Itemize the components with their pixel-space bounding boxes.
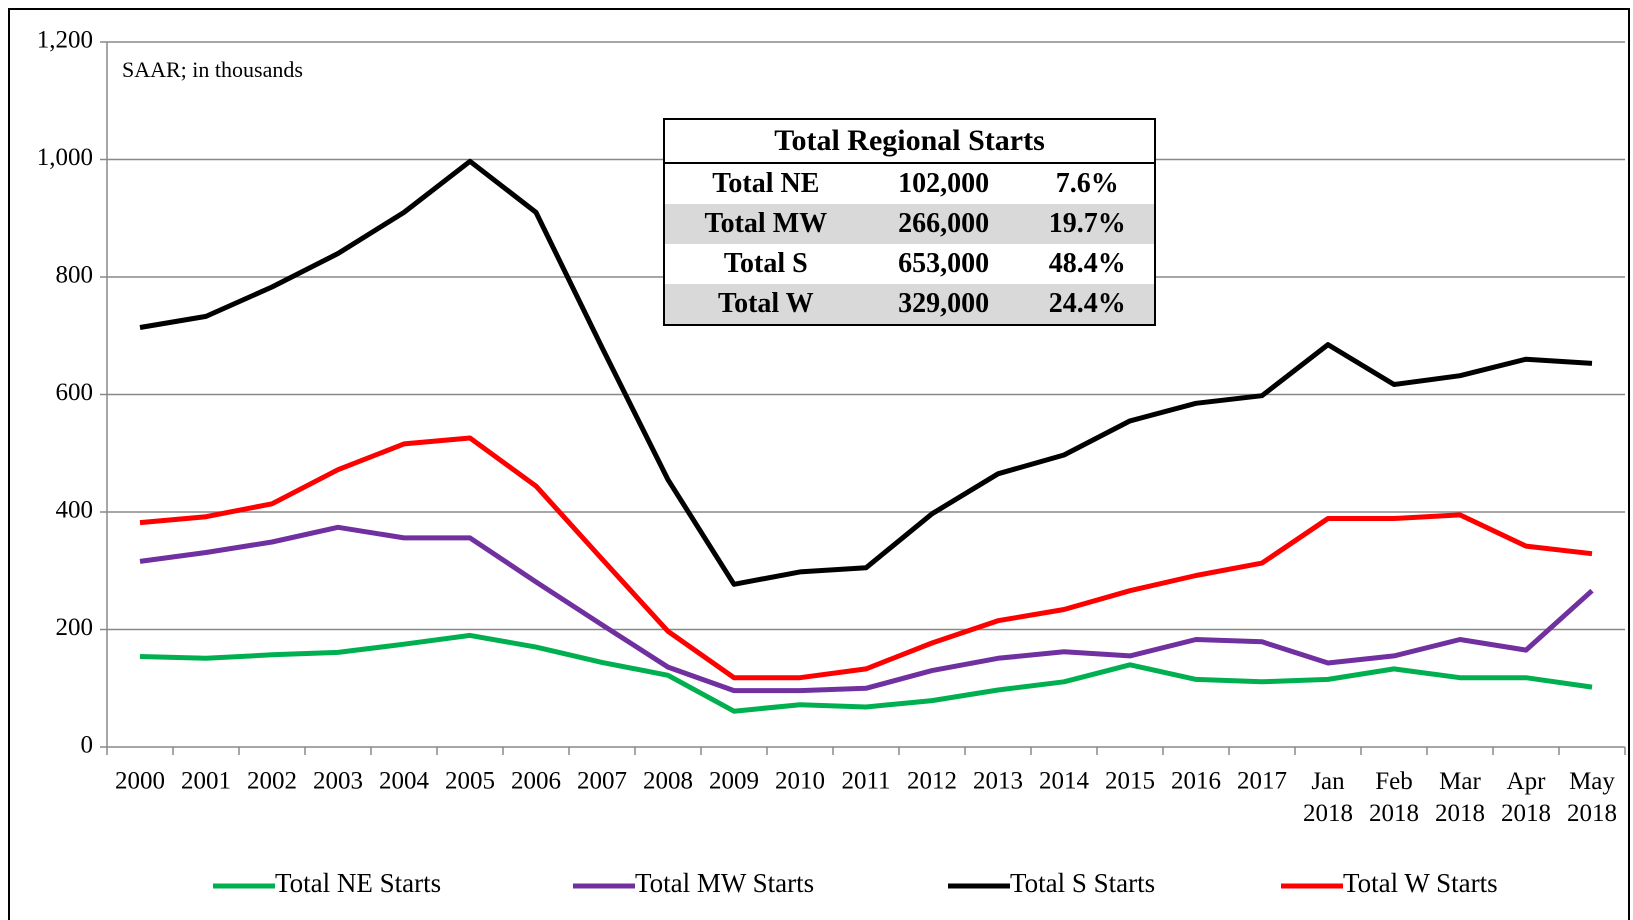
x-tick-label: 2009	[709, 768, 759, 795]
table-cell: Total W	[664, 284, 867, 325]
table-row: Total MW 266,000 19.7%	[664, 204, 1155, 244]
series-line	[139, 435, 1593, 681]
x-tick-label: 2013	[973, 768, 1023, 795]
annotation: SAAR; in thousands	[122, 57, 303, 82]
x-tick-label: 2007	[577, 768, 627, 795]
x-tick-label: 2012	[907, 768, 957, 795]
series-line	[139, 632, 1593, 714]
y-tick-label: 600	[56, 379, 94, 406]
x-tick-label: 2010	[775, 768, 825, 795]
legend-label: Total MW Starts	[635, 868, 814, 898]
table-title: Total Regional Starts	[664, 119, 1155, 164]
series-line	[139, 158, 1593, 587]
x-tick-label: Feb 2018	[1369, 768, 1419, 827]
summary-table: Total Regional Starts Total NE 102,000 7.6…	[663, 118, 1156, 326]
x-tick-label: May 2018	[1567, 768, 1617, 827]
x-tick-label: 2005	[445, 768, 495, 795]
table-cell: Total MW	[664, 204, 867, 244]
y-tick-label: 400	[56, 497, 94, 524]
legend-label: Total NE Starts	[275, 868, 441, 898]
table-row: Total NE 102,000 7.6%	[664, 163, 1155, 204]
table-row: Total W 329,000 24.4%	[664, 284, 1155, 325]
x-tick-label: 2017	[1237, 768, 1287, 795]
table-cell: 329,000	[866, 284, 1021, 325]
x-tick-label: Mar 2018	[1435, 768, 1485, 827]
y-tick-label: 800	[56, 262, 94, 289]
table-cell: 19.7%	[1020, 204, 1155, 244]
x-tick-label: 2008	[643, 768, 693, 795]
table-cell: 48.4%	[1048, 248, 1126, 279]
table-cell: 266,000	[866, 204, 1021, 244]
x-tick-label: 2000	[115, 768, 165, 795]
x-tick-label: 2016	[1171, 768, 1221, 795]
y-tick-label: 1,000	[37, 144, 93, 171]
y-tick-label: 0	[81, 732, 94, 759]
series-line	[139, 524, 1594, 694]
chart-border	[8, 8, 1630, 920]
legend-label: Total S Starts	[1010, 868, 1155, 898]
table-cell: 653,000	[898, 248, 990, 279]
x-tick-label: 2001	[181, 768, 231, 795]
x-tick-label: Jan 2018	[1303, 768, 1353, 827]
x-tick-label: Apr 2018	[1501, 768, 1551, 827]
legend-label: Total W Starts	[1343, 868, 1498, 898]
x-tick-label: 2004	[379, 768, 430, 795]
table-cell: Total S	[723, 248, 808, 279]
x-tick-label: 2015	[1105, 768, 1155, 795]
table-cell: 24.4%	[1020, 284, 1155, 325]
x-tick-label: 2003	[313, 768, 363, 795]
y-tick-label: 1,200	[37, 27, 93, 54]
table-cell: Total NE	[712, 168, 820, 199]
x-tick-label: 2011	[841, 768, 890, 795]
x-tick-label: 2002	[247, 768, 297, 795]
table-cell: 102,000	[898, 168, 990, 199]
table-cell: 7.6%	[1055, 168, 1119, 199]
y-tick-label: 200	[56, 614, 94, 641]
x-tick-label: 2006	[511, 768, 561, 795]
x-tick-label: 2014	[1039, 768, 1090, 795]
table-row: Total S 653,000 48.4%	[664, 244, 1155, 284]
